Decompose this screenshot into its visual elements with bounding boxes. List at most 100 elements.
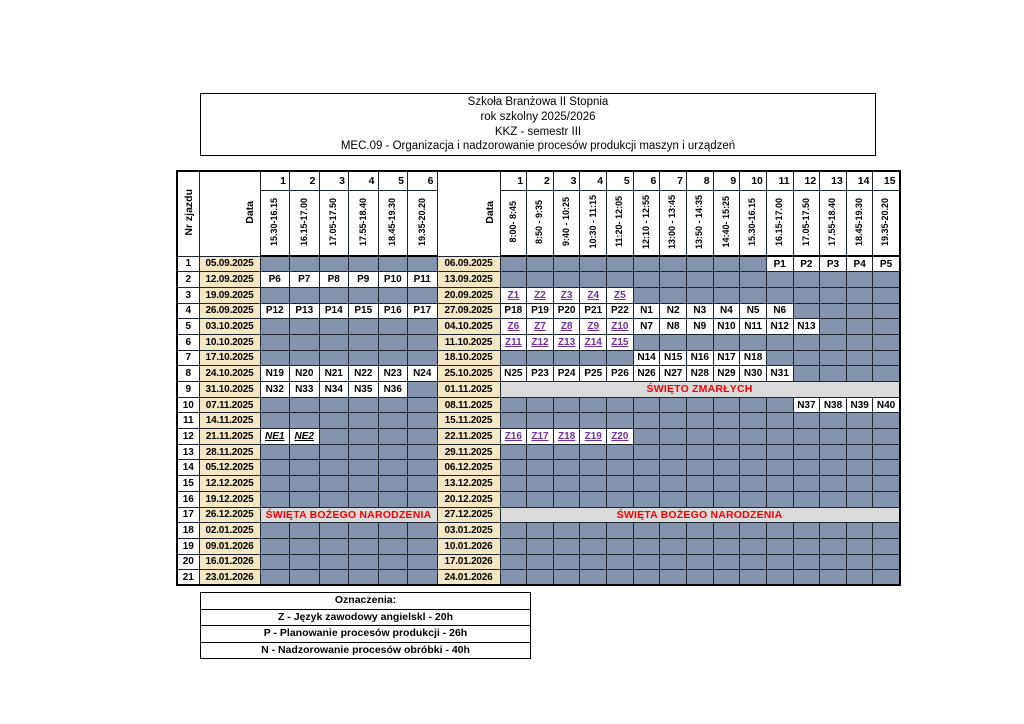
lesson-cell: Z1 [499,286,528,304]
empty-cell [552,537,581,555]
lesson-cell: N26 [632,365,661,382]
empty-cell [407,349,438,367]
empty-cell [526,537,554,555]
empty-cell [632,475,661,492]
date-cell: 18.10.2025 [436,349,501,367]
empty-cell [552,569,581,586]
holiday-band: ŚWIĘTA BOŻEGO NARODZENIA [499,506,901,524]
empty-cell [377,333,408,351]
right-slot-number: 7 [659,170,687,191]
empty-cell [792,537,821,555]
lesson-cell: N29 [712,365,741,382]
empty-cell [765,349,794,367]
empty-cell [348,553,379,571]
lesson-cell: N10 [712,318,741,335]
empty-cell [712,537,741,555]
holiday-band: ŚWIĘTO ZMARŁYCH [499,381,901,398]
empty-cell [348,522,379,539]
empty-cell [712,396,741,414]
empty-cell [819,412,847,430]
right-slot-number: 5 [606,170,634,191]
empty-cell [685,255,714,273]
lesson-cell: N4 [712,302,741,320]
empty-cell [685,412,714,430]
lesson-cell: P9 [348,271,379,288]
empty-cell [845,475,874,492]
empty-cell [526,349,554,367]
empty-cell [632,490,661,508]
empty-cell [318,475,349,492]
schedule-row: 15 12.12.2025 13.12.2025 [176,475,901,492]
empty-cell [712,255,741,273]
lesson-cell: N5 [739,302,767,320]
empty-cell [318,490,349,508]
empty-cell [259,443,290,461]
empty-cell [872,475,901,492]
empty-cell [289,569,320,586]
lesson-cell: P8 [318,271,349,288]
empty-cell [765,475,794,492]
empty-cell [819,490,847,508]
left-slot-number: 4 [348,170,379,191]
lesson-cell: P7 [289,271,320,288]
empty-cell [552,396,581,414]
empty-cell [712,490,741,508]
empty-cell [499,255,528,273]
empty-cell [407,475,438,492]
empty-cell [632,333,661,351]
empty-cell [819,271,847,288]
empty-cell [765,459,794,477]
school-year: rok szkolny 2025/2026 [480,110,596,123]
row-number-cell: 7 [176,349,200,367]
empty-cell [407,459,438,477]
lesson-cell: N33 [289,381,320,398]
empty-cell [289,490,320,508]
semester: KKZ - semestr III [494,125,582,138]
row-number-cell: 4 [176,302,200,320]
empty-cell [845,365,874,382]
lesson-cell: N15 [659,349,687,367]
empty-cell [289,349,320,367]
empty-cell [606,475,634,492]
lesson-cell: P14 [318,302,349,320]
schedule-row: 11 14.11.2025 15.11.2025 [176,412,901,430]
legend-item-n: N - Nadzorowanie procesów obróbki - 40h [261,643,470,656]
right-time-header: 13:00 - 13:45 [659,190,687,257]
lesson-cell: Z9 [579,318,608,335]
empty-cell [765,522,794,539]
lesson-cell: Z3 [552,286,581,304]
lesson-cell: P19 [526,302,554,320]
empty-cell [632,412,661,430]
right-time-header: 10:30 - 11:15 [579,190,608,257]
right-time-header: 15.30-16.15 [739,190,767,257]
date-cell: 08.11.2025 [436,396,501,414]
lesson-cell: N34 [318,381,349,398]
empty-cell [407,318,438,335]
empty-cell [685,553,714,571]
left-time-header: 16.15-17.00 [289,190,320,257]
empty-cell [289,255,320,273]
empty-cell [377,459,408,477]
empty-cell [526,396,554,414]
empty-cell [659,459,687,477]
empty-cell [739,443,767,461]
empty-cell [318,553,349,571]
left-slot-number: 3 [318,170,349,191]
empty-cell [765,271,794,288]
schedule-row: 14 05.12.2025 06.12.2025 [176,459,901,477]
empty-cell [872,428,901,445]
right-slot-number: 8 [685,170,714,191]
empty-cell [792,569,821,586]
empty-cell [792,522,821,539]
empty-cell [526,412,554,430]
empty-cell [606,569,634,586]
legend-title: Oznaczenia: [201,593,530,610]
empty-cell [348,490,379,508]
lesson-cell: N39 [845,396,874,414]
lesson-cell: Z15 [606,333,634,351]
empty-cell [526,569,554,586]
right-time-header: 8:50 - 9:35 [526,190,554,257]
empty-cell [606,349,634,367]
empty-cell [845,569,874,586]
empty-cell [499,443,528,461]
